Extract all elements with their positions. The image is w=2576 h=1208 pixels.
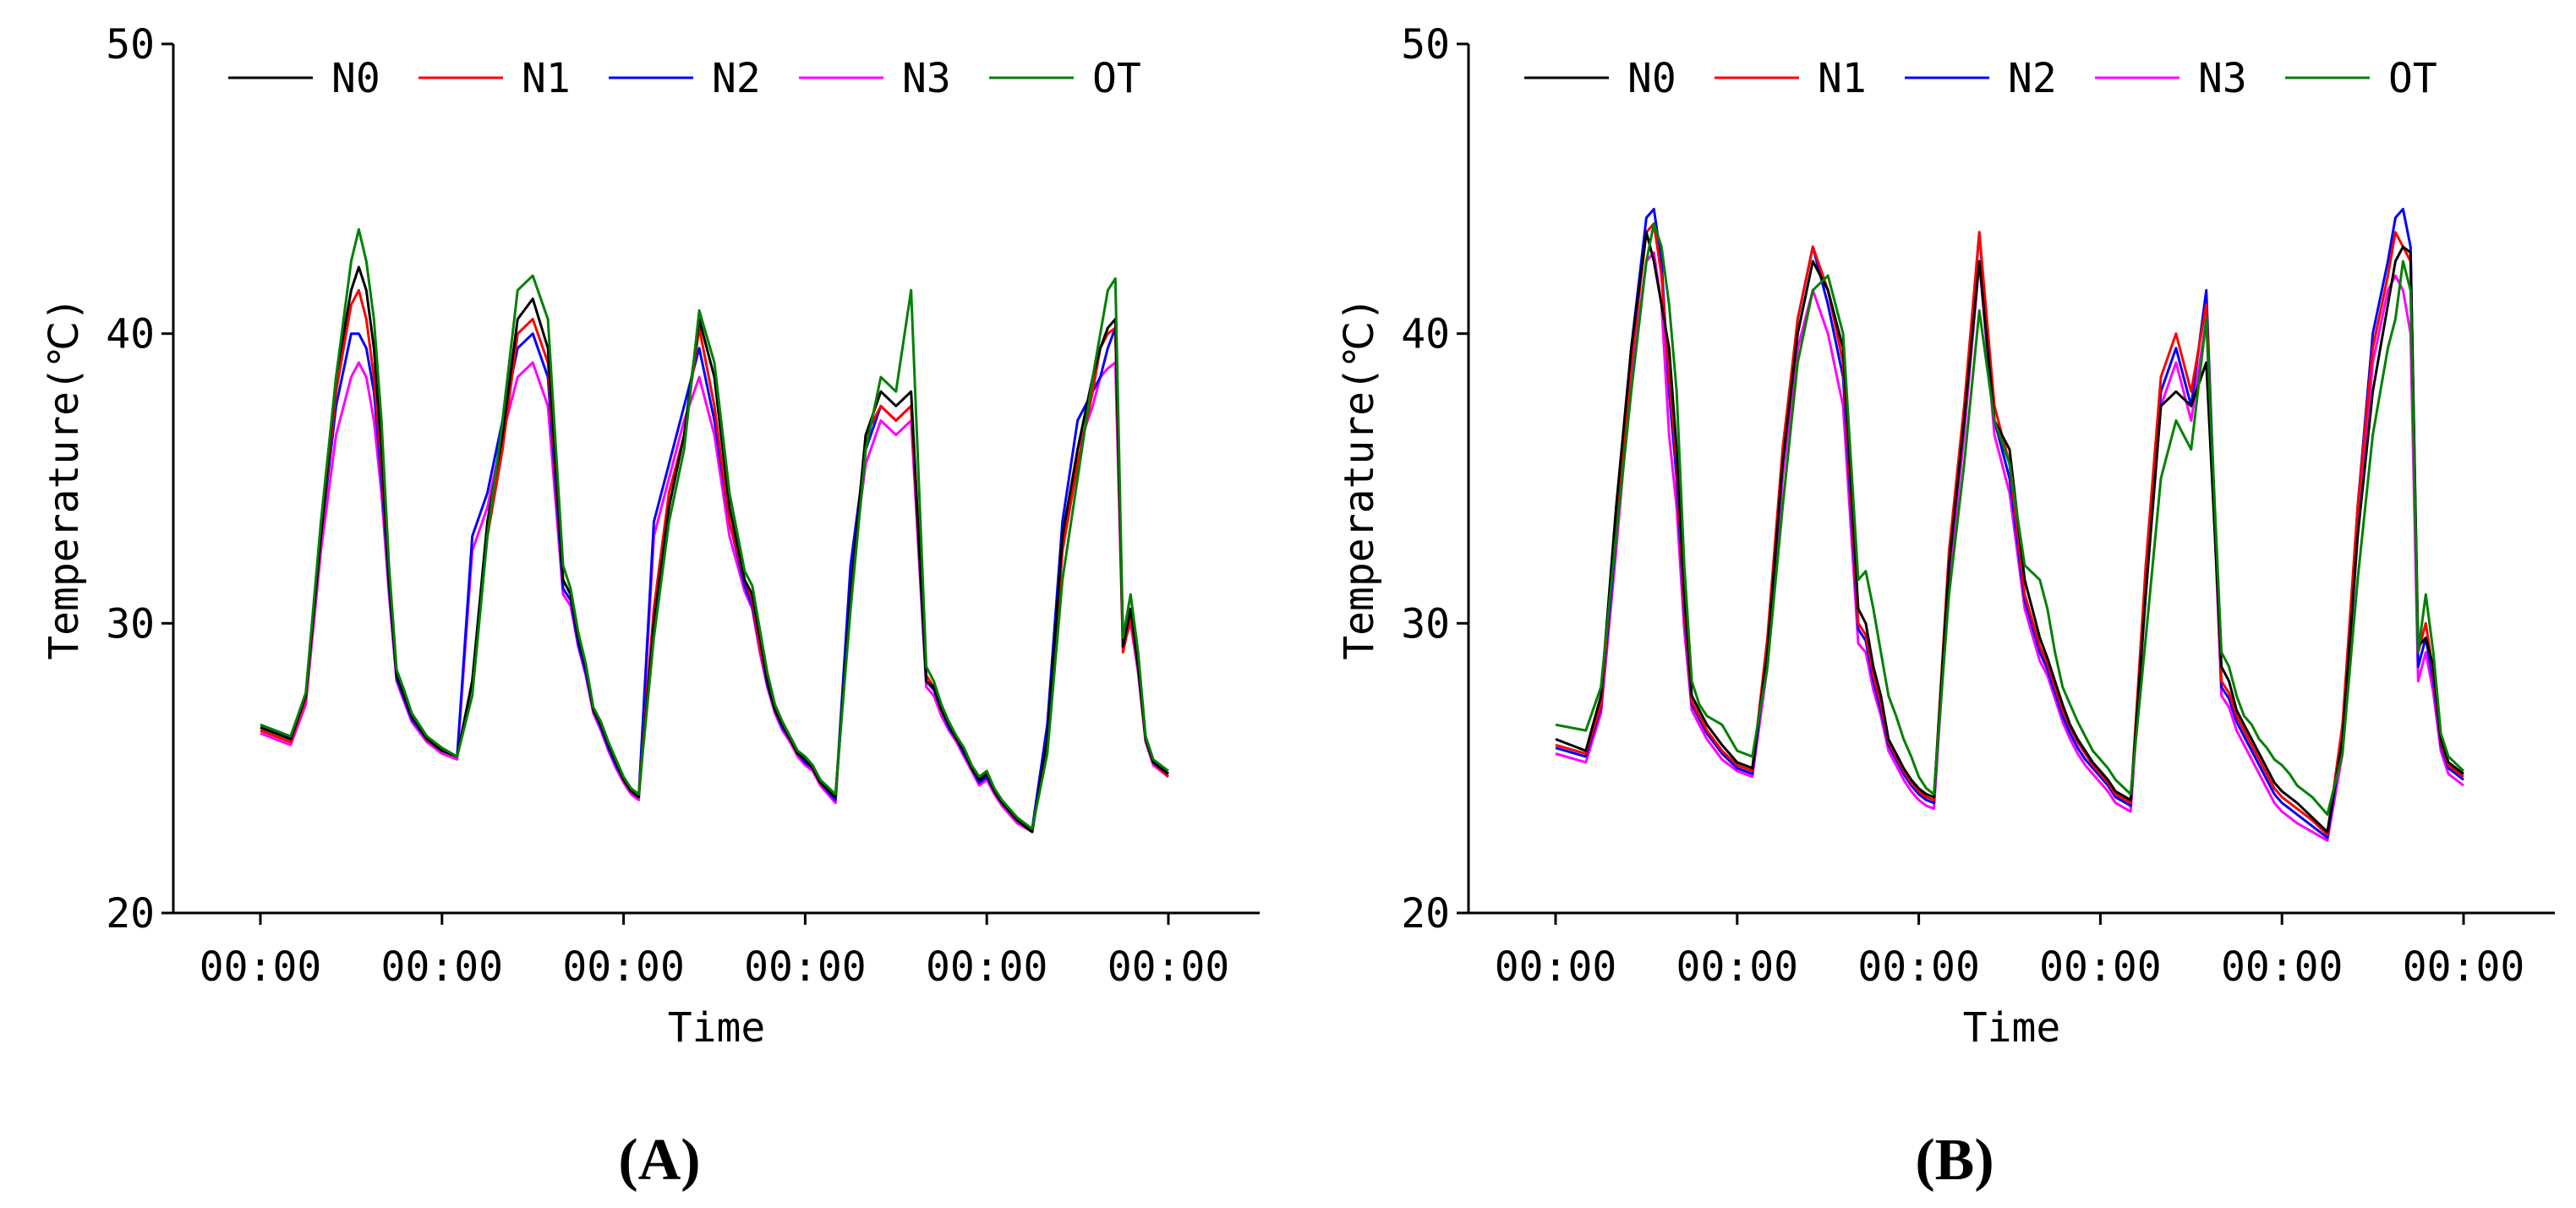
x-tick-label: 00:00 (1495, 943, 1617, 991)
chart-panel-b: 20 30 40 50 00:00 00:00 00:00 00:00 00:00 00:00 Ti… (1336, 21, 2555, 1193)
y-tick-label: 20 (106, 890, 155, 937)
x-tick-label: 00:00 (381, 943, 504, 991)
x-tick-label: 00:00 (2039, 943, 2162, 991)
legend-label-n2: N2 (712, 55, 761, 102)
y-tick-label: 30 (1401, 600, 1450, 648)
y-tick-label: 40 (106, 311, 155, 358)
panel-label: (B) (1915, 1128, 1994, 1193)
x-tick-label: 00:00 (2221, 943, 2344, 991)
legend-label-n3: N3 (2198, 55, 2247, 102)
x-tick-label: 00:00 (200, 943, 322, 991)
legend-label-n1: N1 (1818, 55, 1867, 102)
x-axis-title: Time (668, 1004, 766, 1052)
x-tick-label: 00:00 (1857, 943, 1980, 991)
x-tick-label: 00:00 (562, 943, 685, 991)
legend-label-ot: OT (1092, 55, 1141, 102)
legend-label-ot: OT (2388, 55, 2437, 102)
series-line-ot (1555, 222, 2465, 816)
series-line-n1 (1555, 222, 2464, 836)
y-tick-label: 50 (1401, 21, 1450, 68)
series-line-n2 (1555, 207, 2464, 839)
chart-panel-a: 20 30 40 50 00:00 00:00 00:00 00:00 00:00 00:00 Ti… (41, 21, 1260, 1193)
legend-label-n0: N0 (331, 55, 380, 102)
y-tick-label: 30 (106, 600, 155, 648)
series-line-n3 (260, 361, 1169, 834)
legend-label-n2: N2 (2008, 55, 2057, 102)
y-axis-title: Temperature(℃) (41, 297, 88, 660)
y-tick-label: 50 (106, 21, 155, 68)
legend-label-n0: N0 (1627, 55, 1676, 102)
series-line-n0 (260, 265, 1169, 834)
legend: N0 N1 N2 N3 OT (1524, 55, 2437, 102)
x-axis-title: Time (1963, 1004, 2061, 1052)
series-line-n0 (1555, 231, 2464, 834)
legend-label-n1: N1 (522, 55, 571, 102)
series-line-ot (260, 227, 1169, 831)
series-line-n3 (1555, 251, 2464, 842)
x-tick-label: 00:00 (744, 943, 867, 991)
panel-label: (A) (618, 1128, 700, 1193)
y-axis-title: Temperature(℃) (1336, 297, 1383, 660)
x-tick-label: 00:00 (1676, 943, 1799, 991)
legend: N0 N1 N2 N3 OT (228, 55, 1141, 102)
x-tick-label: 00:00 (926, 943, 1048, 991)
legend-label-n3: N3 (902, 55, 951, 102)
y-tick-label: 20 (1401, 890, 1450, 937)
y-tick-label: 40 (1401, 311, 1450, 358)
x-tick-label: 00:00 (1108, 943, 1230, 991)
x-tick-label: 00:00 (2403, 943, 2525, 991)
